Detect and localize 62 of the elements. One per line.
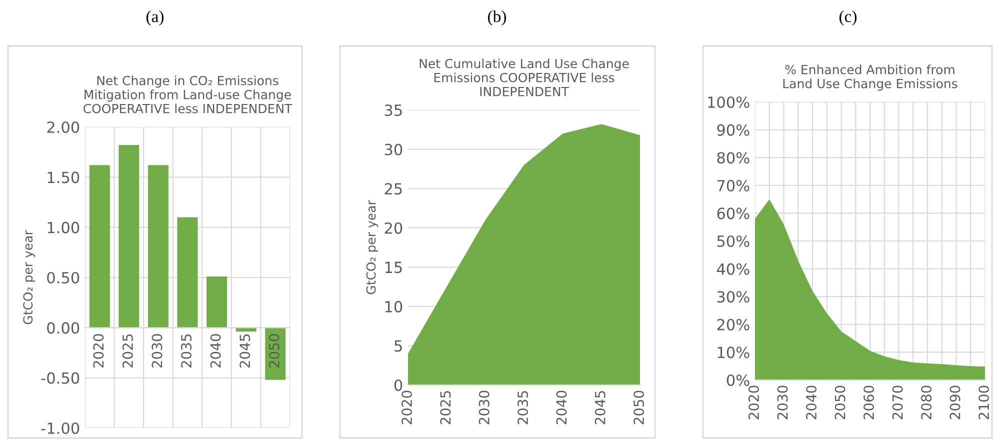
chart-title: % Enhanced Ambition from Land Use Change Emissions: [783, 64, 958, 91]
x-tick-label: 2080: [921, 386, 932, 420]
y-axis-title: GtCO₂ per year: [366, 200, 378, 294]
x-tick-label: 2035: [181, 334, 192, 368]
y-tick-label: 20: [384, 222, 402, 234]
x-tick-label: 2050: [634, 390, 644, 424]
x-tick-label: 2070: [892, 386, 903, 420]
x-tick-label: 2045: [240, 334, 250, 368]
y-tick-label: 0: [394, 379, 402, 392]
x-tick-label: 2025: [122, 334, 133, 368]
x-tick-label: 2020: [748, 386, 760, 420]
y-tick-label: 0%: [726, 374, 750, 386]
x-tick-label: 2050: [268, 334, 280, 368]
y-tick-label: 100%: [708, 96, 750, 108]
y-tick-label: 0.00: [47, 322, 80, 334]
y-tick-label: 5: [394, 340, 402, 352]
x-tick-label: 2045: [594, 391, 606, 424]
bar: [177, 217, 198, 328]
y-tick-label: 40%: [716, 263, 750, 275]
y-tick-label: 10: [385, 300, 402, 312]
y-tick-label: 60%: [717, 208, 750, 220]
chart-title: Net Change in CO₂ Emissions Mitigation from Land-use Change COOPERATIVE less INDEPENDENT: [84, 76, 292, 114]
x-tick-label: 2030: [777, 386, 788, 420]
x-tick-label: 2040: [210, 334, 221, 368]
x-tick-label: 2020: [402, 390, 412, 424]
x-tick-label: 2100: [978, 386, 990, 420]
x-tick-label: 2030: [152, 334, 162, 368]
text: (b): [488, 10, 506, 26]
y-tick-label: -0.50: [41, 372, 80, 384]
y-tick-label: 50%: [717, 235, 750, 248]
x-tick-label: 2040: [806, 386, 817, 420]
bar: [89, 165, 110, 328]
y-tick-label: 10%: [718, 346, 750, 358]
y-axis-title: GtCO₂ per year: [23, 230, 36, 324]
y-tick-label: 2.00: [47, 121, 80, 134]
y-tick-label: 20%: [717, 318, 750, 330]
x-tick-label: 2090: [950, 386, 960, 420]
x-tick-label: 2025: [440, 391, 451, 424]
y-tick-label: 1.00: [48, 222, 80, 234]
y-tick-label: 1.50: [48, 172, 80, 184]
x-tick-label: 2060: [864, 386, 874, 420]
text: (c): [839, 10, 857, 26]
y-tick-label: 80%: [717, 152, 750, 164]
y-tick-label: 35: [384, 104, 402, 116]
y-tick-label: 30: [384, 144, 402, 156]
y-tick-label: 0.50: [47, 272, 80, 284]
y-tick-label: 30%: [717, 291, 750, 303]
x-tick-label: 2040: [556, 390, 567, 424]
x-tick-label: 2035: [518, 391, 528, 424]
chart-title: Net Cumulative Land Use Change Emissions COOPERATIVE less INDEPENDENT: [420, 58, 629, 96]
y-tick-label: 25: [384, 183, 402, 195]
bar: [148, 165, 168, 328]
bar: [206, 276, 228, 328]
text: (a): [146, 10, 164, 26]
y-tick-label: 70%: [717, 180, 750, 192]
y-tick-label: -1.00: [41, 422, 80, 434]
y-tick-label: 90%: [717, 124, 750, 136]
bar: [118, 145, 140, 328]
x-tick-label: 2050: [834, 386, 846, 420]
y-tick-label: 15: [385, 262, 402, 274]
x-tick-label: 2030: [478, 390, 490, 424]
x-tick-label: 2020: [93, 334, 104, 368]
